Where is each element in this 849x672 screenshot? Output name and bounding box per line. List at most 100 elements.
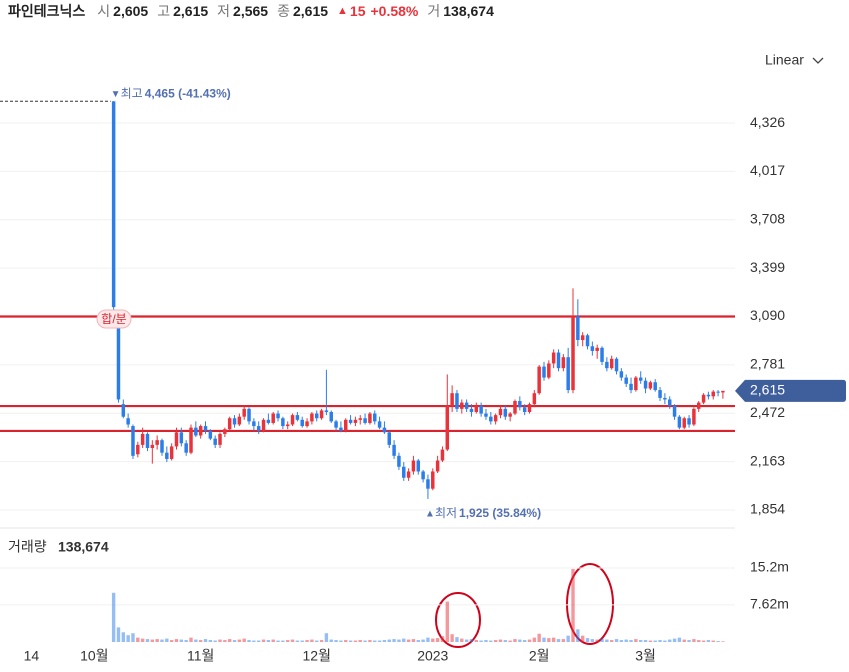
volume-bar [624, 639, 628, 642]
candle-body [638, 377, 643, 381]
candle-body [373, 413, 377, 422]
volume-bar [305, 640, 309, 642]
label: 고 [157, 3, 171, 19]
volume-bar [426, 637, 430, 642]
volume-bar [131, 633, 135, 642]
chevron[interactable] [812, 57, 824, 64]
volume-bar [435, 638, 440, 642]
candle-body [276, 413, 280, 419]
volume-bar [169, 640, 174, 642]
volume-bar [382, 640, 387, 642]
volume-bar [392, 639, 396, 642]
volume-bar [165, 638, 169, 642]
candle-body [256, 426, 261, 431]
candle-body [706, 394, 711, 397]
candle-body [136, 444, 140, 455]
candle-body [242, 408, 246, 417]
volume-bar [469, 639, 474, 642]
y-tick-label: 4,017 [750, 162, 785, 178]
volume-bar [155, 639, 159, 642]
y-tick-label: 3,708 [750, 210, 785, 226]
candle-body [537, 366, 541, 394]
volume-bar [421, 639, 425, 642]
candle-body [624, 377, 628, 384]
value: 2,565 [233, 3, 269, 19]
candle-body [227, 418, 232, 430]
volume-bar [556, 639, 561, 642]
value: 138,674 [443, 3, 494, 19]
candle-body [416, 460, 421, 472]
volume-bar [508, 640, 512, 642]
candle-body [600, 347, 604, 362]
candle-body [464, 402, 469, 409]
candle-body [522, 407, 527, 412]
candle-body [208, 430, 213, 439]
candle-body [358, 418, 362, 420]
volume-bar [319, 640, 324, 642]
volume-bar [629, 640, 633, 642]
volume-bar [334, 640, 338, 642]
candle-body [194, 427, 198, 436]
candle-body [687, 418, 691, 425]
volume-bar [653, 640, 657, 642]
candle-body [324, 410, 329, 412]
high-annotation-label: 최고 [121, 86, 143, 100]
candle-body [493, 415, 498, 422]
split-marker: 합/분 [96, 309, 132, 329]
candle-body [353, 419, 358, 423]
label: 종 [277, 3, 290, 19]
volume-bar [431, 638, 435, 642]
candle-body [701, 394, 706, 403]
low-annotation-arrow: ▲ [425, 509, 435, 520]
volume-bar [706, 640, 711, 642]
volume-bar [300, 640, 304, 642]
volume-bar [576, 629, 580, 642]
volume-bar [605, 639, 609, 642]
volume-bar [339, 640, 343, 642]
candle-body [551, 352, 556, 364]
high-annotation-text: 4,465 (-41.43%) [145, 86, 231, 100]
volume-bar [455, 637, 459, 642]
highlight-circle [566, 563, 614, 645]
volume-bar [527, 639, 532, 642]
candle-body [295, 415, 300, 420]
volume-label: 거래량 [8, 539, 47, 555]
candle-body [329, 411, 333, 422]
volume-bar [697, 640, 701, 642]
candle-body [561, 357, 566, 369]
candle-body [590, 346, 595, 351]
volume-bar [160, 639, 164, 642]
volume-bar [111, 592, 116, 642]
volume-bar [542, 637, 546, 642]
volume-bar [286, 640, 290, 642]
candle-body [343, 419, 348, 431]
value: 2,615 [292, 3, 329, 19]
volume-bar [397, 639, 401, 642]
candle-body [397, 455, 401, 467]
candle-body [648, 382, 653, 389]
volume-bar [474, 640, 478, 642]
candle-body [314, 413, 319, 419]
candle-body [513, 401, 517, 414]
volume-bar [121, 632, 125, 642]
candle-body [382, 427, 387, 433]
volume-bar [315, 640, 319, 642]
x-tick-label: 10월 [80, 648, 108, 664]
volume-bar [503, 640, 508, 642]
volume-bar [324, 633, 329, 642]
volume-bar [498, 639, 503, 642]
candle-body [503, 408, 508, 417]
candle-body [605, 361, 609, 369]
scale-toggle[interactable]: Linear [765, 52, 804, 68]
candle-body [721, 390, 725, 393]
volume-bar [590, 639, 595, 642]
change-pct: +0.58% [370, 3, 419, 19]
candle-body [377, 421, 382, 428]
candle-body [658, 390, 662, 398]
volume-bar [387, 639, 391, 642]
volume-bar [203, 639, 208, 642]
candle-body [237, 416, 242, 425]
y-tick-label: 3,399 [750, 259, 785, 275]
volume-bar [247, 640, 251, 642]
volume-bar [668, 639, 672, 642]
